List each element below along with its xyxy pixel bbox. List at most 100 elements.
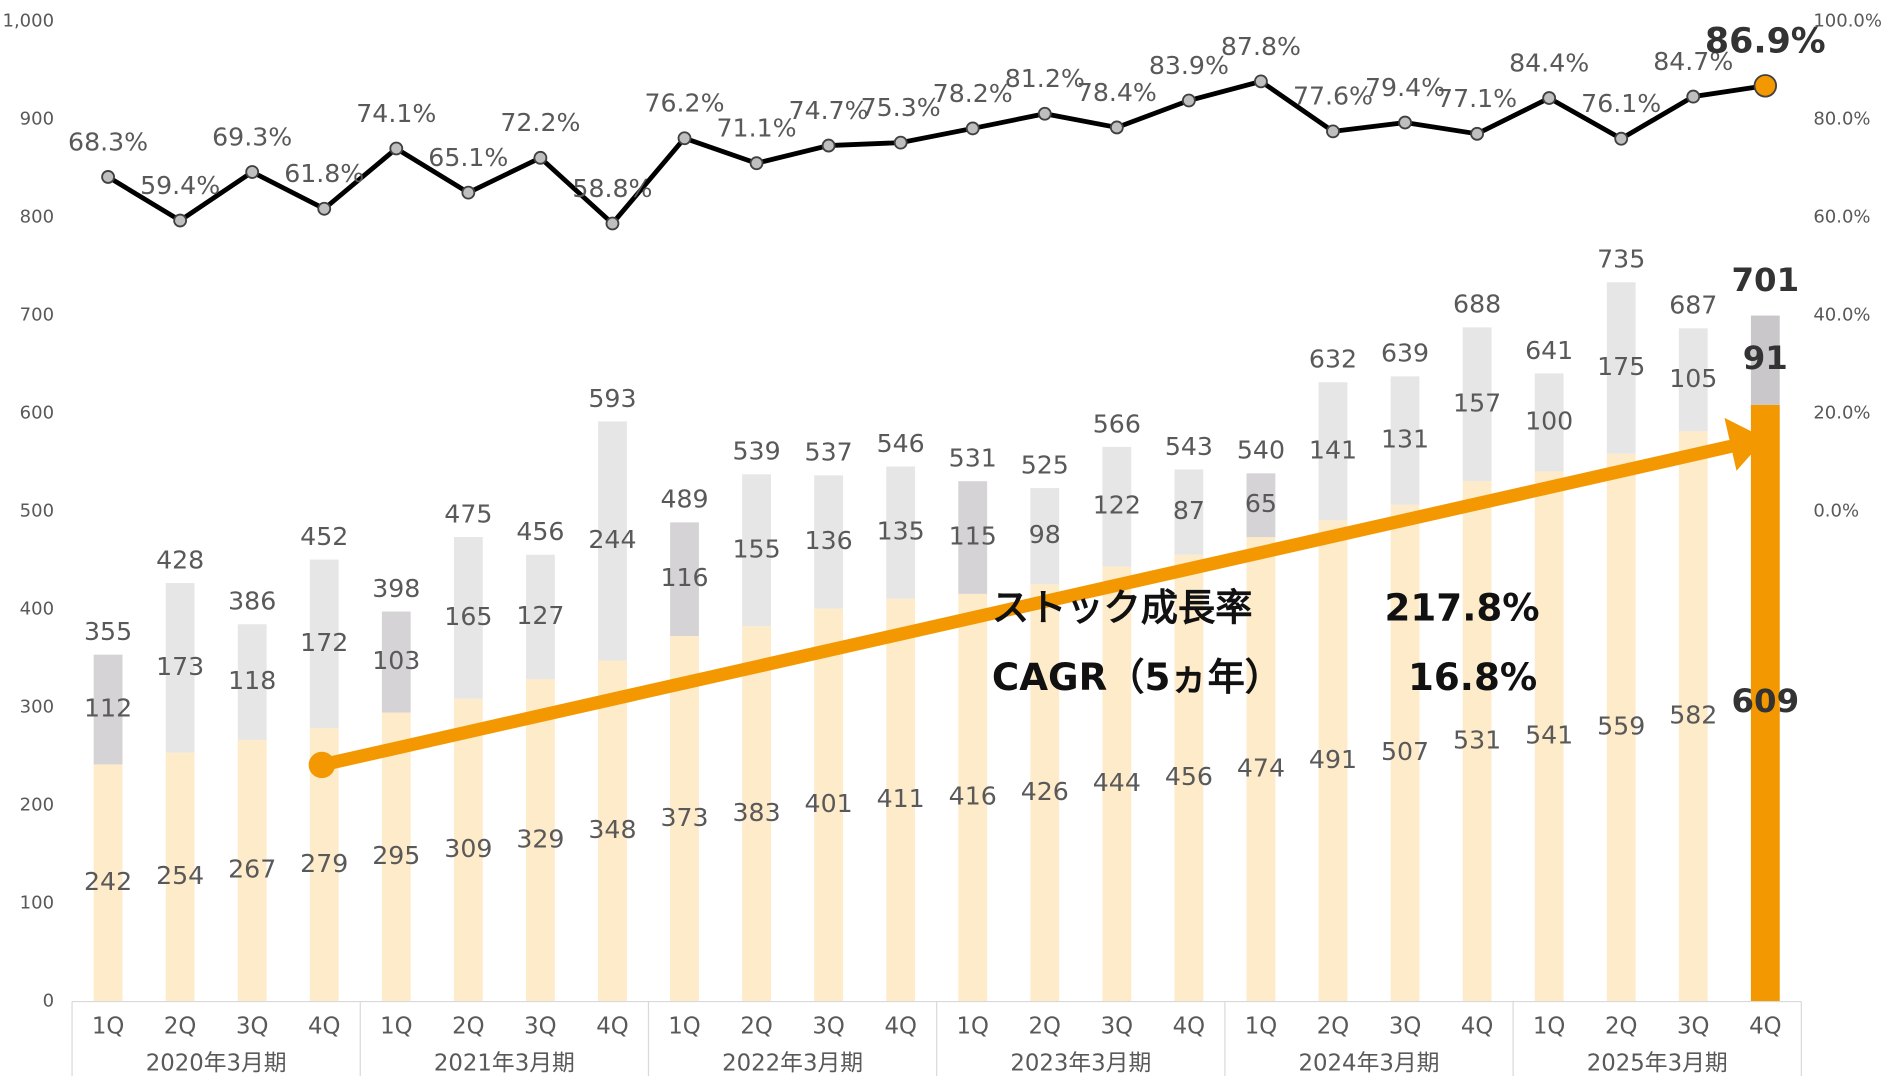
bar-segment: [1030, 488, 1060, 585]
total-label: 489: [660, 485, 708, 514]
ratio-point: [533, 150, 548, 165]
data-label: 254: [156, 861, 204, 890]
y-tick-label: 700: [20, 305, 54, 326]
ratio-label: 77.1%: [1437, 84, 1517, 113]
ratio-label: 76.2%: [644, 89, 724, 118]
ratio-label: 78.4%: [1077, 78, 1157, 107]
x-tick-label: 1Q: [380, 1013, 412, 1039]
total-label: 355: [84, 617, 132, 646]
annotation: CAGR（5ヵ年）: [992, 655, 1282, 699]
x-tick-label: 2Q: [1029, 1013, 1061, 1039]
group-label: 2025年3月期: [1587, 1050, 1728, 1076]
data-label: 329: [516, 824, 564, 853]
bar-segment: [1606, 282, 1636, 454]
ratio-label: 74.7%: [789, 96, 869, 125]
total-label: 452: [300, 522, 348, 551]
total-label: 539: [733, 437, 781, 466]
group-label: 2023年3月期: [1010, 1050, 1151, 1076]
bar-segment: [1462, 327, 1492, 482]
group-label: 2020年3月期: [146, 1050, 287, 1076]
ratio-point: [605, 216, 620, 231]
bar-segment: [165, 583, 195, 753]
data-label: 348: [588, 815, 636, 844]
ratio-point: [461, 185, 476, 200]
data-label: 155: [733, 534, 781, 563]
data-label: 541: [1525, 720, 1573, 749]
ratio-point: [389, 141, 404, 156]
bar-segment: [1174, 554, 1204, 1002]
ratio-point: [1614, 131, 1629, 146]
data-label: 141: [1309, 435, 1357, 464]
ratio-point: [749, 156, 764, 171]
bar-segment: [742, 474, 771, 627]
y2-tick-label: 80.0%: [1813, 109, 1870, 130]
bar-segment: [1678, 328, 1708, 432]
bar-segment: [1750, 315, 1780, 405]
ratio-point: [1254, 74, 1268, 89]
data-label: 98: [1029, 520, 1061, 549]
ratio-label: 71.1%: [717, 114, 797, 143]
bar-segment: [598, 421, 627, 661]
ratio-point: [893, 135, 908, 150]
ratio-label: 68.3%: [68, 127, 148, 156]
annotation: 16.8%: [1408, 655, 1537, 699]
ratio-point: [1398, 115, 1412, 130]
group-label: 2024年3月期: [1299, 1050, 1440, 1076]
arrow: [315, 440, 1736, 772]
ratio-point: [821, 138, 836, 153]
total-label: 701: [1731, 261, 1799, 299]
data-label: 559: [1597, 712, 1645, 741]
bar-segment: [1174, 469, 1204, 555]
data-label: 157: [1453, 388, 1501, 417]
ratio-label: 74.1%: [356, 99, 436, 128]
ratio-label: 78.2%: [933, 79, 1013, 108]
ratio-point: [317, 201, 332, 216]
data-label: 122: [1093, 491, 1141, 520]
y2-tick-label: 0.0%: [1813, 501, 1859, 522]
y2-tick-label: 40.0%: [1813, 305, 1870, 326]
data-label: 173: [156, 652, 204, 681]
data-label: 279: [300, 849, 348, 878]
arrow-head: [1724, 417, 1766, 471]
data-label: 267: [228, 855, 276, 884]
x-tick-label: 4Q: [1173, 1013, 1205, 1039]
ratio-label: 77.6%: [1293, 82, 1373, 111]
data-label: 91: [1743, 339, 1788, 377]
total-label: 632: [1309, 345, 1357, 374]
y2-tick-label: 60.0%: [1813, 207, 1870, 228]
bar-segment: [93, 654, 123, 765]
data-label: 309: [444, 834, 492, 863]
data-label: 135: [877, 517, 925, 546]
total-label: 543: [1165, 432, 1213, 461]
bar-segment: [237, 739, 267, 1002]
data-label: 582: [1669, 700, 1717, 729]
group-label: 2022年3月期: [722, 1050, 863, 1076]
x-tick-label: 2Q: [452, 1013, 484, 1039]
ratio-label: 87.8%: [1221, 32, 1301, 61]
bar-segment: [93, 764, 123, 1002]
y-tick-label: 400: [20, 599, 54, 620]
arrow-tail: [308, 751, 336, 779]
ratio-point: [1326, 124, 1340, 139]
data-label: 105: [1669, 364, 1717, 393]
y-tick-label: 500: [20, 501, 54, 522]
ratio-label: 84.7%: [1653, 47, 1733, 76]
data-label: 383: [733, 798, 781, 827]
bar-segment: [1102, 566, 1132, 1002]
x-tick-label: 3Q: [1389, 1013, 1421, 1039]
bar-segment: [309, 559, 339, 729]
data-label: 474: [1237, 753, 1285, 782]
y-tick-label: 600: [20, 403, 54, 424]
ratio-point: [1109, 120, 1124, 135]
ratio-label: 65.1%: [428, 143, 508, 172]
ratio-point: [1753, 74, 1778, 98]
total-label: 540: [1237, 436, 1285, 465]
ratio-label: 81.2%: [1005, 64, 1085, 93]
data-label: 136: [805, 526, 853, 555]
x-tick-label: 3Q: [236, 1013, 268, 1039]
data-label: 127: [516, 601, 564, 630]
bar-segment: [1534, 373, 1564, 472]
x-tick-label: 4Q: [884, 1013, 916, 1039]
ratio-label: 86.9%: [1705, 22, 1826, 62]
